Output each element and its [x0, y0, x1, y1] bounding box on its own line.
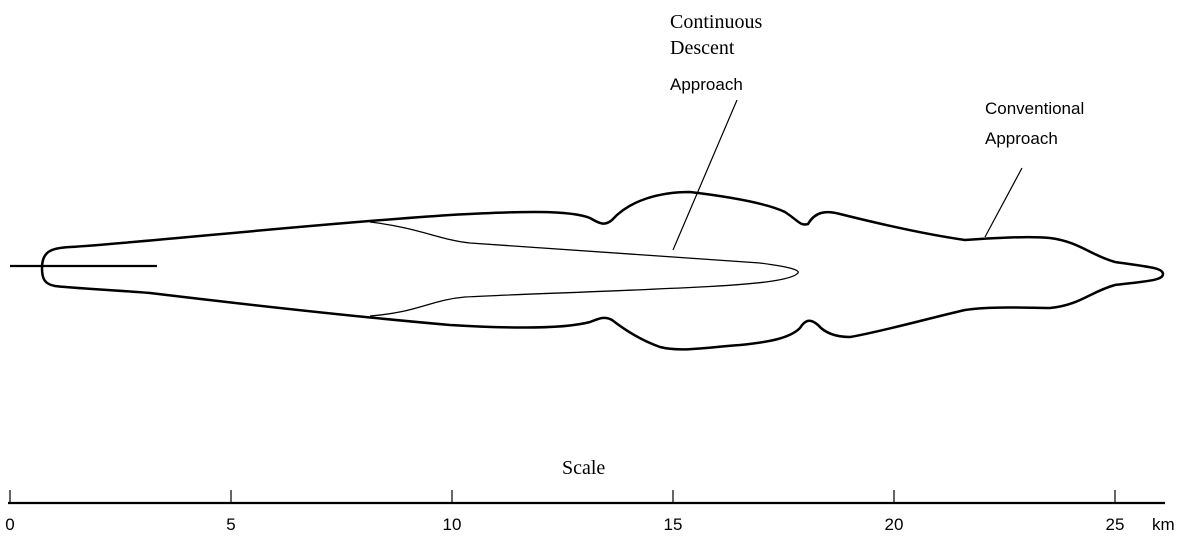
scale-tick-label: 20 [885, 515, 904, 534]
scale-tick-label: 25 [1106, 515, 1125, 534]
cda-label: Descent [670, 37, 735, 59]
conventional-label: Conventional [985, 99, 1084, 118]
scale-title: Scale [562, 457, 605, 479]
cda-label: Continuous [670, 11, 762, 33]
cda-label: Approach [670, 75, 743, 94]
scale-tick-label: 15 [664, 515, 683, 534]
scale-tick-label: 5 [226, 515, 235, 534]
scale-unit: km [1152, 515, 1175, 534]
conventional-label: Approach [985, 129, 1058, 148]
scale-tick-label: 10 [443, 515, 462, 534]
cda-leader [672, 99, 738, 251]
conventional-contour [40, 190, 1165, 351]
scale-ticks: 0 5 10 15 20 25 [5, 490, 1124, 534]
conventional-leader [984, 167, 1023, 238]
scale-tick-label: 0 [5, 515, 14, 534]
cda-contour [369, 221, 799, 317]
